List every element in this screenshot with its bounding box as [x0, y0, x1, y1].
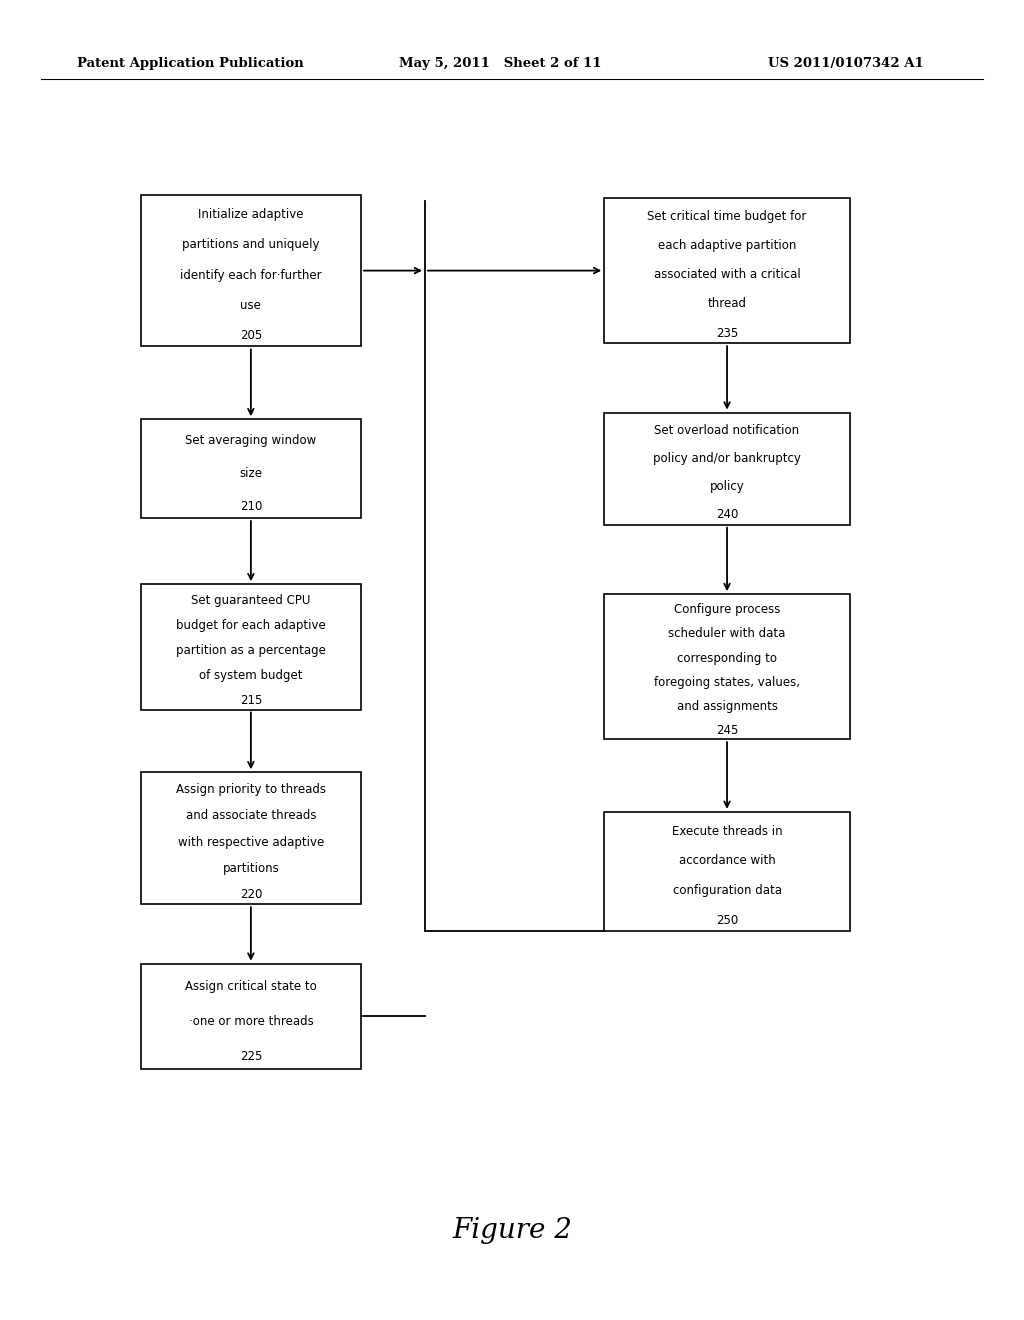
Text: policy: policy — [710, 480, 744, 494]
Text: Initialize adaptive: Initialize adaptive — [198, 209, 304, 220]
Text: 220: 220 — [240, 888, 262, 902]
Text: scheduler with data: scheduler with data — [669, 627, 785, 640]
Text: policy and/or bankruptcy: policy and/or bankruptcy — [653, 453, 801, 465]
Bar — [141, 964, 361, 1069]
Text: and associate threads: and associate threads — [185, 809, 316, 822]
Text: foregoing states, values,: foregoing states, values, — [654, 676, 800, 689]
Text: Patent Application Publication: Patent Application Publication — [77, 57, 303, 70]
Text: corresponding to: corresponding to — [677, 652, 777, 665]
Text: Assign priority to threads: Assign priority to threads — [176, 783, 326, 796]
Bar — [141, 772, 361, 904]
Text: 205: 205 — [240, 330, 262, 342]
Text: partitions: partitions — [222, 862, 280, 875]
Text: Configure process: Configure process — [674, 603, 780, 616]
Bar — [604, 812, 850, 931]
Text: configuration data: configuration data — [673, 884, 781, 898]
Text: Execute threads in: Execute threads in — [672, 825, 782, 838]
Bar — [141, 418, 361, 517]
Text: Set critical time budget for: Set critical time budget for — [647, 210, 807, 223]
Text: 215: 215 — [240, 694, 262, 708]
Text: size: size — [240, 467, 262, 480]
Text: 240: 240 — [716, 508, 738, 521]
Text: 250: 250 — [716, 913, 738, 927]
Text: accordance with: accordance with — [679, 854, 775, 867]
Text: 225: 225 — [240, 1051, 262, 1064]
Text: of system budget: of system budget — [199, 669, 303, 682]
Text: use: use — [241, 300, 261, 312]
Text: partition as a percentage: partition as a percentage — [176, 644, 326, 657]
Text: 235: 235 — [716, 326, 738, 339]
Bar — [604, 412, 850, 524]
Text: 245: 245 — [716, 725, 738, 738]
Text: May 5, 2011   Sheet 2 of 11: May 5, 2011 Sheet 2 of 11 — [399, 57, 602, 70]
Text: Figure 2: Figure 2 — [452, 1217, 572, 1243]
Text: ·one or more threads: ·one or more threads — [188, 1015, 313, 1028]
Bar — [141, 194, 361, 346]
Text: Set guaranteed CPU: Set guaranteed CPU — [191, 594, 310, 607]
Text: US 2011/0107342 A1: US 2011/0107342 A1 — [768, 57, 924, 70]
Text: thread: thread — [708, 297, 746, 310]
Text: Set overload notification: Set overload notification — [654, 424, 800, 437]
Bar — [141, 583, 361, 710]
Bar — [604, 594, 850, 739]
Bar — [604, 198, 850, 343]
Text: Set averaging window: Set averaging window — [185, 434, 316, 447]
Text: associated with a critical: associated with a critical — [653, 268, 801, 281]
Text: each adaptive partition: each adaptive partition — [657, 239, 797, 252]
Text: Assign critical state to: Assign critical state to — [185, 979, 316, 993]
Text: with respective adaptive: with respective adaptive — [178, 836, 324, 849]
Text: and assignments: and assignments — [677, 700, 777, 713]
Text: 210: 210 — [240, 500, 262, 513]
Text: identify each for·further: identify each for·further — [180, 269, 322, 281]
Text: budget for each adaptive: budget for each adaptive — [176, 619, 326, 632]
Text: partitions and uniquely: partitions and uniquely — [182, 239, 319, 251]
